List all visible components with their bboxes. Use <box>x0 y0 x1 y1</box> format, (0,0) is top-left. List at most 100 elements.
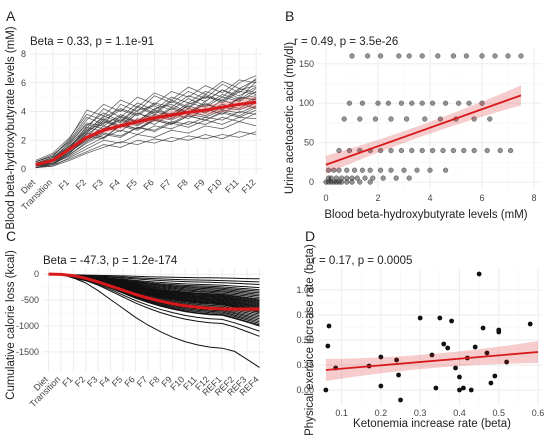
panel-c-letter: C <box>6 228 16 244</box>
panel-d-point <box>433 385 439 391</box>
panel-b-point <box>466 100 472 106</box>
panel-b-x-tick-label: 8 <box>531 193 536 203</box>
panel-d-y-tick-label: 0.50 <box>296 335 314 345</box>
panel-b-point <box>396 53 402 59</box>
panel-d-point <box>441 341 447 347</box>
panel-d-point <box>394 357 399 363</box>
panel-a-x-tick-label: F5 <box>124 177 139 192</box>
panel-c-y-tick-label: 0 <box>34 269 39 279</box>
panel-d-point <box>378 383 384 389</box>
panel-d-x-tick-label: 0.2 <box>375 408 388 418</box>
panel-b-point <box>507 147 514 154</box>
panel-b-point <box>419 100 425 106</box>
panel-b-point <box>359 167 366 173</box>
panel-b-point <box>505 53 511 59</box>
panel-b-point <box>344 167 350 173</box>
panel-b-point <box>380 175 386 181</box>
panel-d-point <box>396 372 401 378</box>
panel-a-x-tick-label: F9 <box>192 177 207 192</box>
panel-d-y-tick-label: 1.00 <box>296 285 314 295</box>
panel-b-point <box>385 100 392 106</box>
panel-b-point <box>442 167 449 173</box>
panel-b-point <box>388 167 394 173</box>
panel-a-series-line <box>35 116 257 167</box>
panel-d-y-tick-label: 0.75 <box>296 310 314 320</box>
panel-b-point <box>450 53 457 59</box>
panel-b-point <box>440 147 446 154</box>
panel-a-series-line <box>35 109 257 166</box>
panel-b-x-tick-label: 4 <box>427 193 432 203</box>
panel-b-y-tick-label: 100 <box>299 98 314 108</box>
panel-b-point <box>357 116 363 122</box>
panel-b-point <box>354 175 360 181</box>
panel-b-point <box>333 175 340 181</box>
panel-d-point <box>449 318 455 324</box>
panel-a-y-tick-label: 8 <box>21 49 26 59</box>
panel-c-series-line <box>48 273 260 337</box>
panel-b-point <box>388 116 394 122</box>
panel-d-point <box>527 321 533 327</box>
panel-a-x-tick-label: F12 <box>240 177 258 195</box>
panel-b-point <box>406 175 412 181</box>
panel-b-point <box>409 100 415 106</box>
panel-a-x-tick-label: F1 <box>57 177 72 192</box>
panel-b-stat: r = 0.49, p = 3.5e-26 <box>294 36 398 48</box>
panel-b-point <box>364 53 371 59</box>
panel-a-stat: Beta = 0.33, p = 1.1e-91 <box>30 36 154 48</box>
panel-d-point <box>429 352 435 358</box>
panel-d-letter: D <box>305 228 315 244</box>
panel-b-point <box>419 147 425 154</box>
panel-b-point <box>518 53 524 59</box>
panel-a-x-tick-label: F8 <box>175 177 190 192</box>
panel-b-point <box>442 100 449 106</box>
panel-b-x-tick-label: 2 <box>375 193 380 203</box>
panel-b-point <box>359 100 366 106</box>
panel-b-point <box>351 167 358 173</box>
panel-b-point <box>403 116 410 122</box>
panel-c: C Beta = -47.3, p = 1.2e-174 Cumulative … <box>5 228 265 409</box>
panel-b-point <box>336 167 342 173</box>
panel-b-y-tick-label: 50 <box>304 138 314 148</box>
panel-d-point <box>468 387 474 393</box>
panel-d-point <box>325 343 331 349</box>
panel-b-point <box>344 175 350 181</box>
panel-d-point <box>457 374 462 380</box>
panel-a-y-axis-title: Blood beta-hydroxybutyrate levels (mM) <box>5 26 17 229</box>
panel-a-x-tick-label: F3 <box>91 177 106 192</box>
panel-b-point <box>362 175 368 181</box>
panel-a-y-tick-label: 0 <box>21 164 26 174</box>
panel-b-fit-line <box>325 94 522 166</box>
panel-b-point <box>375 100 381 106</box>
panel-b-letter: B <box>285 8 294 24</box>
panel-a-series-line <box>35 131 257 168</box>
panel-b-point <box>455 100 462 106</box>
panel-a-y-tick-label: 4 <box>21 107 26 117</box>
panel-b-point <box>406 53 412 59</box>
panel-a-trend-line <box>35 100 257 167</box>
panel-a-series-line <box>35 86 257 164</box>
panel-c-trend-line <box>48 272 260 311</box>
panel-d-point <box>461 385 466 391</box>
panel-c-y-axis-title: Cumulative calorie loss (kcal) <box>5 250 17 400</box>
panel-a-x-tick-label: F11 <box>223 177 241 195</box>
panel-b-y-axis-title: Urine acetoacetic acid (mg/dl) <box>284 42 296 194</box>
panel-b-point <box>349 179 355 185</box>
panel-b-x-axis-title: Blood beta-hydroxybutyrate levels (mM) <box>324 209 527 221</box>
panel-b-point <box>429 147 436 154</box>
panel-d-stat: r = 0.17, p = 0.0005 <box>312 255 412 267</box>
panel-b-point <box>409 147 415 154</box>
panel-b-point <box>344 179 350 185</box>
panel-b-point <box>471 116 477 122</box>
panel-b-point <box>328 175 334 181</box>
panel-d-y-axis-title: Physical exercice increase rate (beta) <box>304 244 316 436</box>
panel-b-point <box>370 175 376 181</box>
panel-d-x-tick-label: 0.5 <box>493 408 506 418</box>
panel-b-point <box>357 179 363 185</box>
panel-b-point <box>367 179 373 185</box>
panel-a-x-tick-label: F10 <box>206 177 224 195</box>
panel-d: D r = 0.17, p = 0.0005 Physical exercice… <box>296 228 544 436</box>
panel-b-x-tick-label: 6 <box>479 193 484 203</box>
panel-b-point <box>377 167 384 173</box>
panel-a-series-line <box>35 121 257 168</box>
panel-c-y-tick-label: -1500 <box>16 347 39 357</box>
